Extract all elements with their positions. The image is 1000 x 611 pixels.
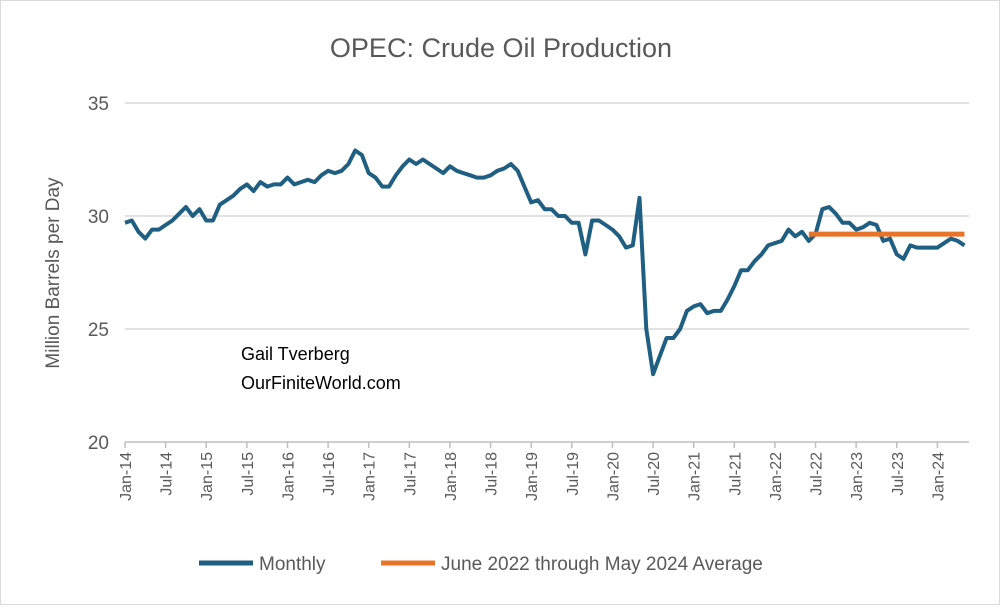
x-tick-label: Jul-16 [321, 452, 338, 496]
series-monthly-line [125, 151, 965, 375]
x-tick-label: Jul-15 [240, 452, 257, 496]
x-tick-label: Jan-24 [930, 452, 947, 501]
x-tick-label: Jul-19 [565, 452, 582, 496]
x-tick-label: Jul-18 [484, 452, 501, 496]
chart-title: OPEC: Crude Oil Production [330, 33, 672, 63]
x-tick-label: Jan-16 [280, 452, 297, 501]
legend-label-monthly: Monthly [259, 554, 326, 575]
legend-label-average: June 2022 through May 2024 Average [441, 554, 763, 575]
x-tick-label: Jul-17 [402, 452, 419, 496]
x-tick-label: Jan-14 [118, 452, 135, 501]
y-tick-label: 35 [88, 94, 109, 115]
x-tick-label: Jul-21 [727, 452, 744, 496]
x-tick-label: Jul-14 [159, 452, 176, 496]
x-tick-label: Jan-21 [687, 452, 704, 501]
legend: Monthly June 2022 through May 2024 Avera… [199, 554, 763, 575]
x-tick-label: Jan-22 [768, 452, 785, 501]
annotation-author: Gail Tverberg [241, 344, 350, 364]
y-tick-label: 30 [88, 207, 109, 228]
x-tick-label: Jul-22 [809, 452, 826, 496]
x-tick-label: Jan-23 [849, 452, 866, 501]
y-axis-label: Million Barrels per Day [43, 177, 64, 369]
annotation-website: OurFiniteWorld.com [241, 373, 401, 393]
x-tick-label: Jan-20 [605, 452, 622, 501]
x-tick-label: Jan-18 [443, 452, 460, 501]
x-tick-label: Jan-19 [524, 452, 541, 501]
x-tick-label: Jan-17 [362, 452, 379, 501]
x-tick-label: Jul-23 [890, 452, 907, 496]
y-tick-label: 25 [88, 320, 109, 341]
y-tick-label: 20 [88, 433, 109, 454]
x-tick-label: Jan-15 [199, 452, 216, 501]
x-tick-label: Jul-20 [646, 452, 663, 496]
